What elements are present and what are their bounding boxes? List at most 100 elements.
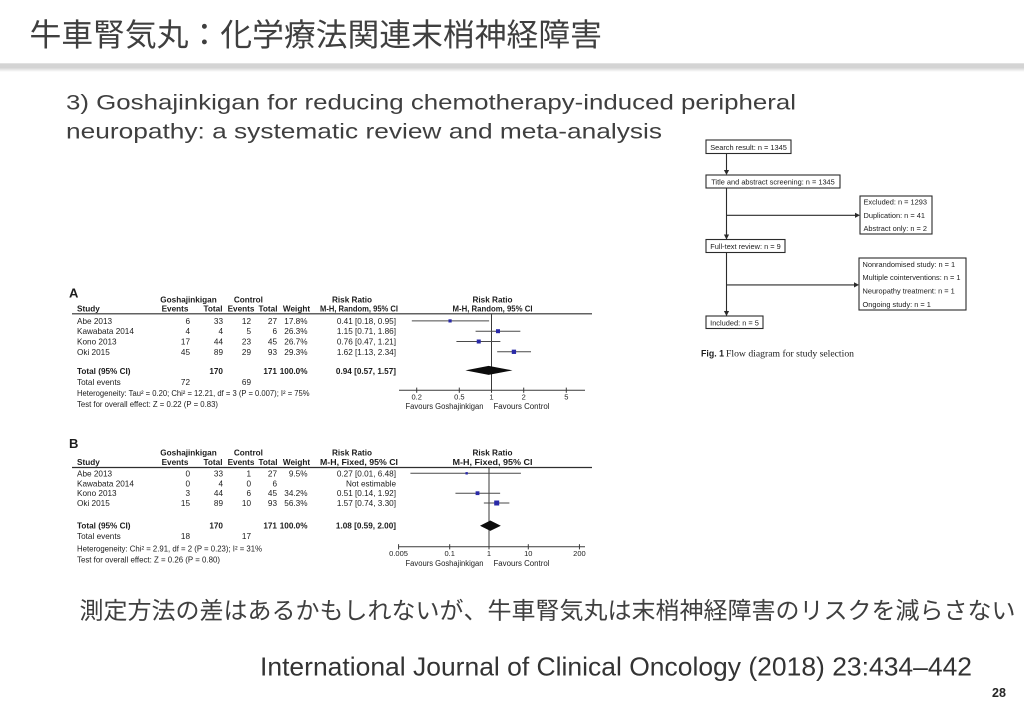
- svg-text:neuropathy: a systematic revie: neuropathy: a systematic review and meta…: [66, 120, 662, 144]
- svg-text:4: 4: [185, 327, 190, 336]
- svg-text:Total events: Total events: [77, 532, 121, 541]
- svg-text:23: 23: [242, 338, 252, 347]
- svg-text:0.41 [0.18, 0.95]: 0.41 [0.18, 0.95]: [337, 317, 396, 326]
- svg-text:Control: Control: [234, 295, 263, 304]
- svg-text:27: 27: [268, 469, 278, 478]
- svg-text:6: 6: [272, 480, 277, 489]
- svg-text:Test for overall effect: Z = 0: Test for overall effect: Z = 0.26 (P = 0…: [77, 556, 220, 565]
- svg-text:1.08 [0.59, 2.00]: 1.08 [0.59, 2.00]: [336, 521, 396, 530]
- svg-text:Goshajinkigan: Goshajinkigan: [160, 449, 216, 458]
- svg-text:Heterogeneity: Tau² = 0.20; Ch: Heterogeneity: Tau² = 0.20; Chi² = 12.21…: [77, 389, 310, 398]
- svg-text:Favours Goshajinkigan: Favours Goshajinkigan: [406, 402, 484, 411]
- svg-text:Study: Study: [77, 458, 100, 467]
- svg-text:29.3%: 29.3%: [284, 348, 307, 357]
- svg-text:Risk Ratio: Risk Ratio: [472, 295, 512, 304]
- svg-text:Total: Total: [259, 458, 278, 467]
- svg-text:72: 72: [181, 378, 191, 387]
- svg-text:26.7%: 26.7%: [284, 338, 307, 347]
- svg-text:12: 12: [242, 317, 252, 326]
- svg-text:0.76 [0.47, 1.21]: 0.76 [0.47, 1.21]: [337, 338, 396, 347]
- svg-text:M-H, Random, 95% CI: M-H, Random, 95% CI: [453, 305, 533, 314]
- svg-text:Total: Total: [259, 305, 278, 314]
- svg-text:Events: Events: [162, 458, 189, 467]
- svg-text:89: 89: [214, 499, 224, 508]
- svg-text:17: 17: [242, 532, 252, 541]
- svg-text:Abstract only: n = 2: Abstract only: n = 2: [864, 224, 927, 233]
- svg-text:93: 93: [268, 348, 278, 357]
- svg-text:1.57 [0.74, 3.30]: 1.57 [0.74, 3.30]: [337, 499, 396, 508]
- svg-text:0.005: 0.005: [389, 549, 408, 558]
- svg-text:100.0%: 100.0%: [280, 367, 308, 376]
- svg-text:1: 1: [489, 393, 493, 402]
- svg-text:Flow diagram for study selecti: Flow diagram for study selection: [726, 349, 854, 360]
- svg-text:10: 10: [242, 499, 252, 508]
- svg-text:26.3%: 26.3%: [284, 327, 307, 336]
- svg-text:6: 6: [246, 489, 251, 498]
- svg-text:Favours Control: Favours Control: [494, 402, 550, 411]
- svg-text:5: 5: [564, 393, 568, 402]
- svg-text:Risk Ratio: Risk Ratio: [332, 449, 372, 458]
- svg-text:1.15 [0.71, 1.86]: 1.15 [0.71, 1.86]: [337, 327, 396, 336]
- svg-text:Oki 2015: Oki 2015: [77, 348, 110, 357]
- svg-text:1: 1: [246, 469, 251, 478]
- svg-text:Heterogeneity: Chi² = 2.91, df: Heterogeneity: Chi² = 2.91, df = 2 (P = …: [77, 545, 262, 554]
- svg-text:45: 45: [268, 338, 278, 347]
- svg-text:29: 29: [242, 348, 252, 357]
- svg-text:18: 18: [181, 532, 191, 541]
- svg-text:Test for overall effect: Z = 0: Test for overall effect: Z = 0.22 (P = 0…: [77, 400, 218, 409]
- svg-text:1: 1: [487, 549, 491, 558]
- svg-text:6: 6: [185, 317, 190, 326]
- svg-text:10: 10: [524, 549, 532, 558]
- svg-text:69: 69: [242, 378, 252, 387]
- svg-text:Goshajinkigan: Goshajinkigan: [160, 295, 216, 304]
- svg-text:0: 0: [246, 480, 251, 489]
- svg-text:100.0%: 100.0%: [280, 521, 308, 530]
- svg-text:44: 44: [214, 489, 224, 498]
- svg-text:2: 2: [522, 393, 526, 402]
- svg-text:M-H, Fixed, 95% CI: M-H, Fixed, 95% CI: [453, 458, 533, 467]
- svg-text:0.1: 0.1: [444, 549, 454, 558]
- svg-text:45: 45: [181, 348, 191, 357]
- svg-text:Fig. 1: Fig. 1: [701, 349, 724, 359]
- svg-text:44: 44: [214, 338, 224, 347]
- svg-text:0.51 [0.14, 1.92]: 0.51 [0.14, 1.92]: [337, 489, 396, 498]
- svg-text:4: 4: [218, 327, 223, 336]
- svg-text:0: 0: [185, 469, 190, 478]
- svg-text:33: 33: [214, 469, 224, 478]
- svg-text:Favours Goshajinkigan: Favours Goshajinkigan: [406, 559, 484, 568]
- svg-text:Events: Events: [228, 305, 255, 314]
- svg-text:200: 200: [573, 549, 586, 558]
- svg-text:45: 45: [268, 489, 278, 498]
- svg-text:0.5: 0.5: [454, 393, 464, 402]
- svg-text:Not estimable: Not estimable: [346, 480, 397, 489]
- svg-text:33: 33: [214, 317, 224, 326]
- svg-text:28: 28: [992, 686, 1006, 700]
- svg-text:Total: Total: [204, 305, 223, 314]
- svg-text:170: 170: [209, 521, 223, 530]
- svg-text:0: 0: [185, 480, 190, 489]
- svg-text:Abe 2013: Abe 2013: [77, 317, 113, 326]
- svg-text:Risk Ratio: Risk Ratio: [472, 449, 512, 458]
- svg-text:34.2%: 34.2%: [284, 489, 307, 498]
- svg-text:89: 89: [214, 348, 224, 357]
- svg-text:9.5%: 9.5%: [289, 469, 308, 478]
- svg-text:Abe 2013: Abe 2013: [77, 469, 113, 478]
- svg-text:17.8%: 17.8%: [284, 317, 307, 326]
- svg-text:6: 6: [272, 327, 277, 336]
- svg-text:Events: Events: [162, 305, 189, 314]
- svg-text:3: 3: [185, 489, 190, 498]
- svg-text:Excluded: n = 1293: Excluded: n = 1293: [864, 198, 928, 207]
- svg-text:17: 17: [181, 338, 191, 347]
- svg-text:Oki 2015: Oki 2015: [77, 499, 110, 508]
- svg-text:Full-text review: n = 9: Full-text review: n = 9: [710, 242, 780, 251]
- svg-text:Kono 2013: Kono 2013: [77, 489, 117, 498]
- svg-text:Favours Control: Favours Control: [494, 559, 550, 568]
- svg-text:Total (95% CI): Total (95% CI): [77, 367, 131, 376]
- svg-text:Events: Events: [228, 458, 255, 467]
- svg-text:3) Goshajinkigan for reducing: 3) Goshajinkigan for reducing chemothera…: [66, 91, 796, 115]
- svg-text:Ongoing study: n = 1: Ongoing study: n = 1: [863, 300, 931, 309]
- svg-text:Kono 2013: Kono 2013: [77, 338, 117, 347]
- svg-text:International Journal of Clini: International Journal of Clinical Oncolo…: [260, 652, 972, 682]
- svg-text:Multiple cointerventions: n =: Multiple cointerventions: n = 1: [863, 273, 961, 282]
- svg-text:Total: Total: [204, 458, 223, 467]
